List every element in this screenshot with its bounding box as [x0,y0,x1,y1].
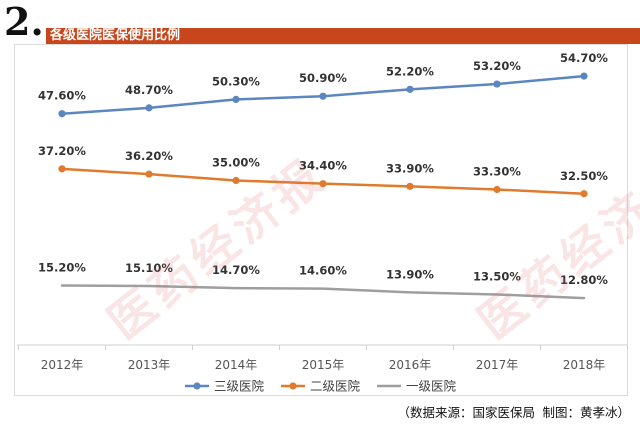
data-label: 14.70% [212,263,260,277]
data-point [319,92,327,100]
data-point [145,104,153,112]
data-label: 48.70% [125,83,173,97]
data-point [580,190,588,198]
data-point [232,95,240,104]
legend-marker [289,382,297,390]
data-point [145,170,153,178]
x-tick-label: 2013年 [128,358,171,372]
legend-label-1: 三级医院 [214,379,265,394]
data-label: 12.80% [560,273,608,287]
line-chart: 2012年 2013年 2014年 2015年 2016年 2017年 2018年 47.60… [17,51,628,394]
chart-area: 2012年 2013年 2014年 2015年 2016年 2017年 2018年 47.60… [14,44,640,396]
data-point [580,72,588,80]
data-label: 35.00% [212,156,260,170]
section-number: 2. [4,0,44,44]
legend-label-3: 一级医院 [406,379,457,394]
data-point [319,180,327,188]
legend-label-2: 二级医院 [310,379,361,394]
data-label: 13.90% [386,267,434,281]
chart-title: 各级医院医保使用比例 [50,28,181,43]
x-tick-label: 2015年 [302,358,345,372]
x-tick-label: 2014年 [215,358,258,372]
x-tick-label: 2017年 [476,358,519,372]
section-header: 2. 各级医院医保使用比例 [0,0,640,44]
data-label: 33.90% [386,161,434,175]
data-point [493,80,501,88]
x-tick-label: 2016年 [389,358,432,372]
x-tick-label: 2012年 [41,358,84,372]
legend-marker [193,382,201,390]
data-label: 53.20% [473,59,521,73]
data-point [58,165,66,173]
source-note: （数据来源：国家医保局 制图：黄孝冰） [397,405,630,420]
series-line-3 [60,284,586,300]
data-label: 15.10% [125,261,173,275]
data-label: 13.50% [473,269,521,283]
data-label: 33.30% [473,165,521,179]
data-label: 47.60% [38,89,86,103]
data-label: 37.20% [38,144,86,158]
data-label: 34.40% [299,159,347,173]
data-label: 36.20% [125,149,173,163]
data-label: 50.30% [212,74,260,88]
data-point [58,110,66,118]
data-point [406,182,414,190]
data-label: 50.90% [299,71,347,85]
data-point [493,185,501,194]
data-label: 32.50% [560,169,608,183]
data-label: 54.70% [560,51,608,65]
data-point [406,85,414,93]
x-tick-label: 2018年 [563,358,606,372]
data-label: 52.20% [386,64,434,78]
data-label: 15.20% [38,260,86,274]
data-label: 14.60% [299,264,347,278]
header-bar [46,28,640,44]
data-point [232,176,240,185]
